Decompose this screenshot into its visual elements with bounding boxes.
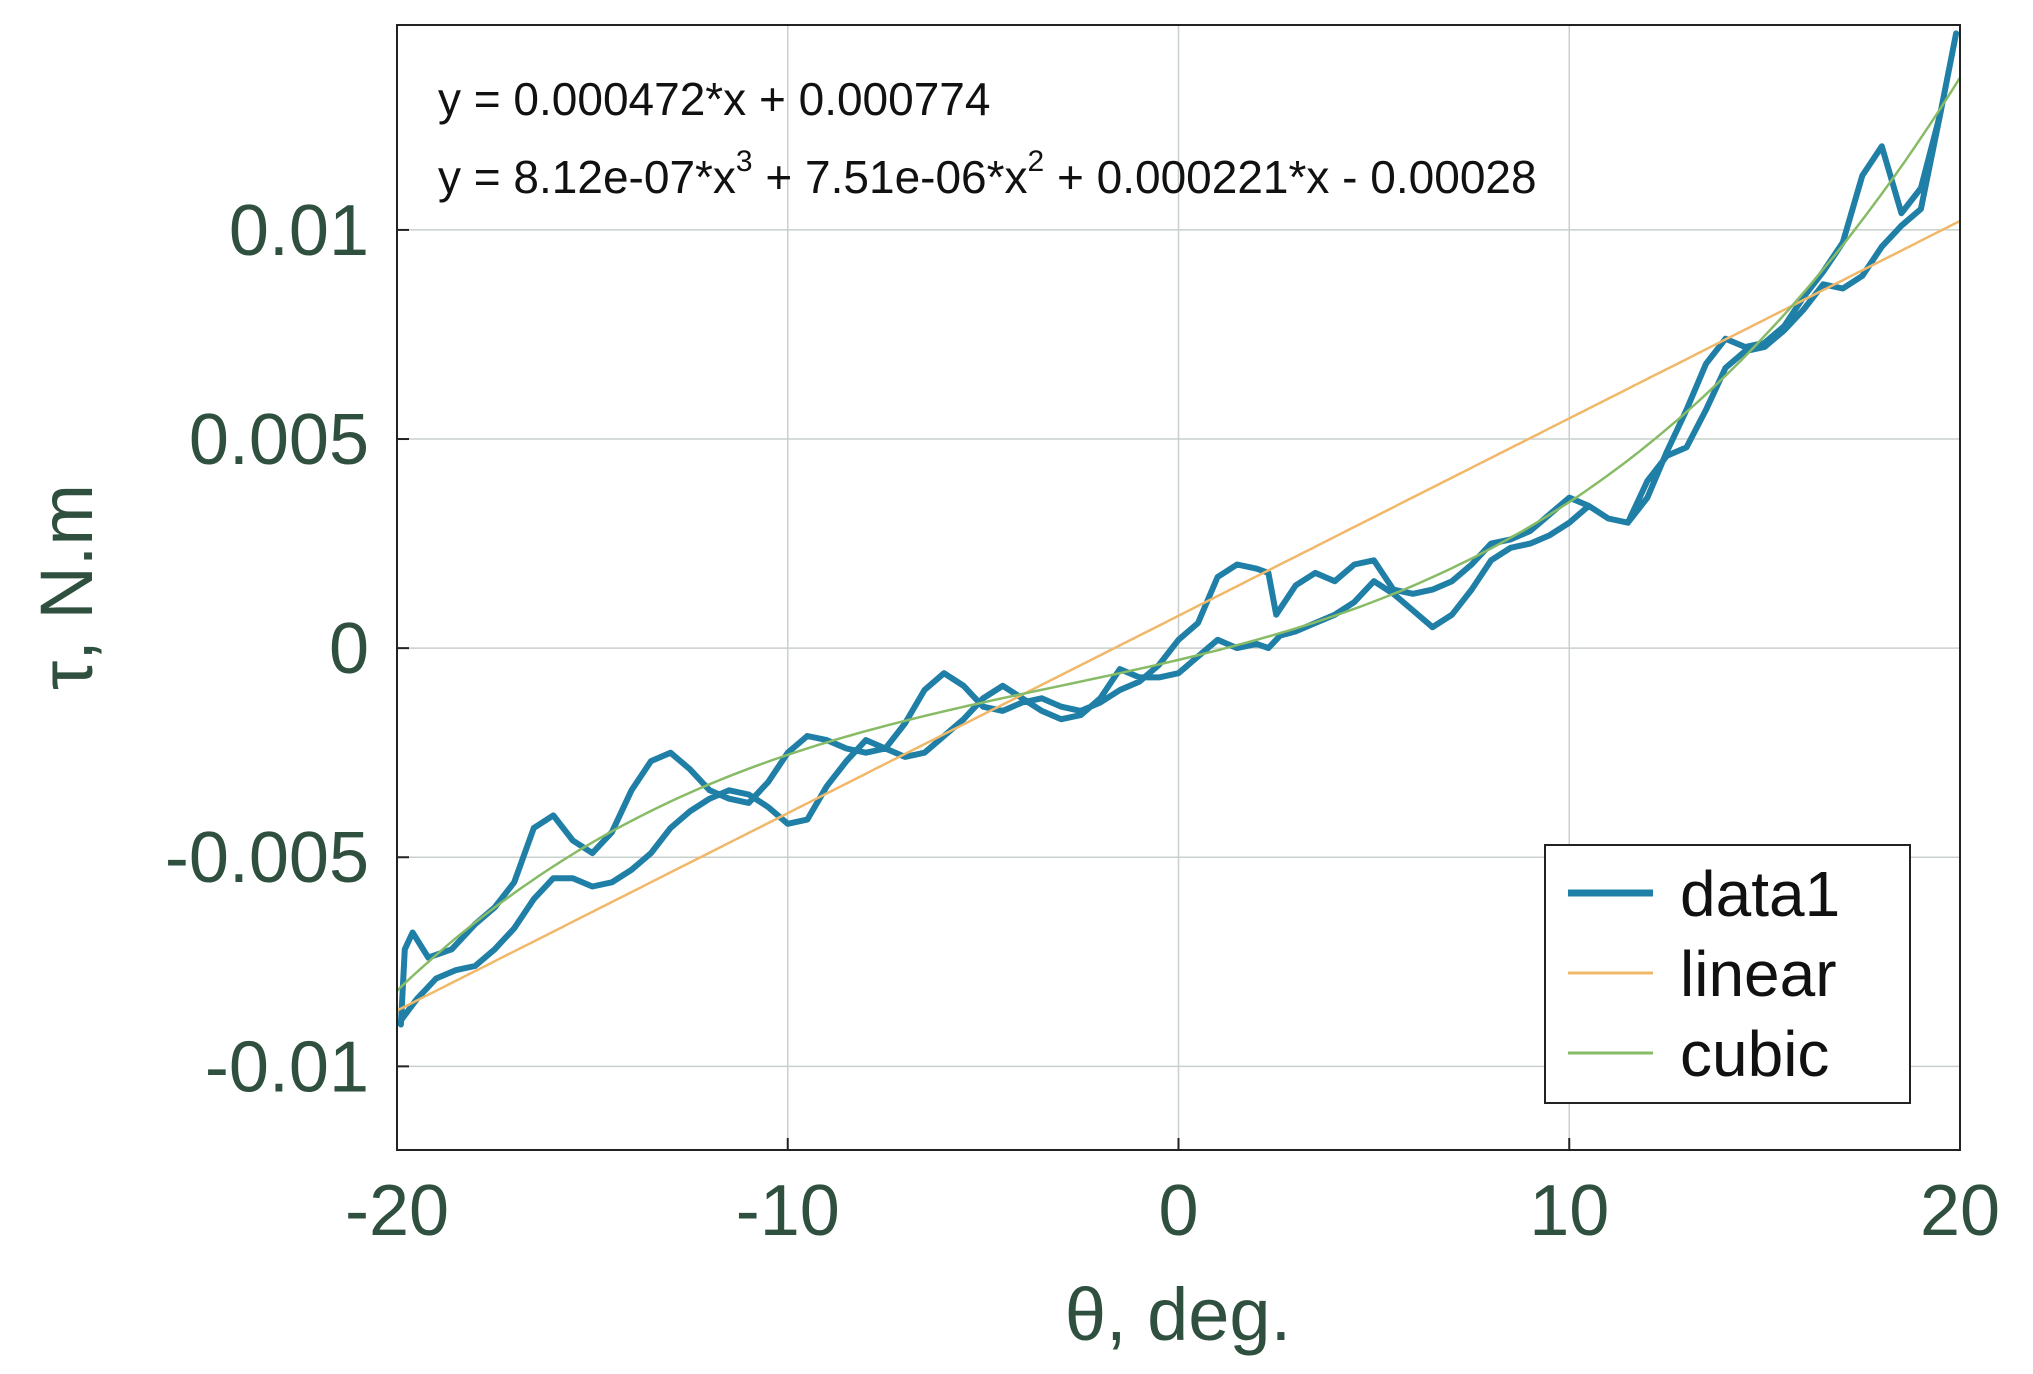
x-tick-label: -20 — [345, 1171, 449, 1251]
linear-equation: y = 0.000472*x + 0.000774 — [438, 73, 990, 125]
legend-label-linear: linear — [1680, 938, 1837, 1010]
y-tick-label: -0.01 — [205, 1027, 369, 1107]
series-linear-line — [397, 219, 1960, 1012]
axis-ticks: -20 -10 0 10 20 -0.01 -0.005 0 0.005 0.01 — [165, 191, 2000, 1251]
legend-label-cubic: cubic — [1680, 1018, 1829, 1090]
series-data1-line — [397, 30, 1960, 1028]
x-tick-label: -10 — [736, 1171, 840, 1251]
x-tick-label: 0 — [1158, 1171, 1198, 1251]
x-axis-label: θ, deg. — [1065, 1273, 1291, 1356]
y-tick-label: 0.01 — [229, 191, 369, 271]
cubic-equation: y = 8.12e-07*x3 + 7.51e-06*x2 + 0.000221… — [438, 145, 1537, 203]
x-tick-label: 20 — [1920, 1171, 2000, 1251]
x-tick-label: 10 — [1529, 1171, 1609, 1251]
legend-label-data1: data1 — [1680, 858, 1840, 930]
y-tick-label: 0 — [329, 609, 369, 689]
y-tick-label: -0.005 — [165, 818, 369, 898]
y-axis-label: τ, N.m — [25, 484, 108, 690]
y-tick-label: 0.005 — [189, 400, 369, 480]
plot-series — [397, 30, 1960, 1028]
series-cubic-line — [397, 77, 1960, 992]
legend: data1 linear cubic — [1544, 844, 1911, 1104]
